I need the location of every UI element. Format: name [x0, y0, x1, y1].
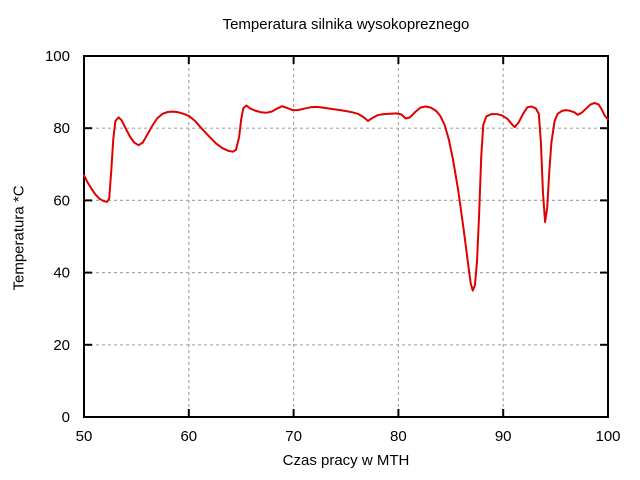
x-tick-label: 80: [390, 428, 407, 445]
x-tick-label: 70: [285, 428, 302, 445]
y-tick-label: 60: [53, 192, 70, 209]
y-tick-label: 80: [53, 120, 70, 137]
temperature-line: [83, 101, 609, 292]
chart-title: Temperatura silnika wysokopreznego: [222, 16, 470, 33]
y-tick-label: 40: [53, 265, 70, 282]
x-tick-label: 50: [76, 428, 93, 445]
axis-frame: [83, 55, 609, 418]
y-tick-label: 0: [62, 409, 70, 426]
x-axis-label: Czas pracy w MTH: [282, 452, 410, 469]
x-tick-label: 60: [180, 428, 197, 445]
y-tick-label: 100: [45, 48, 70, 65]
x-tick-label: 90: [495, 428, 512, 445]
y-tick-label: 20: [53, 337, 70, 354]
x-tick-label: 100: [595, 428, 620, 445]
